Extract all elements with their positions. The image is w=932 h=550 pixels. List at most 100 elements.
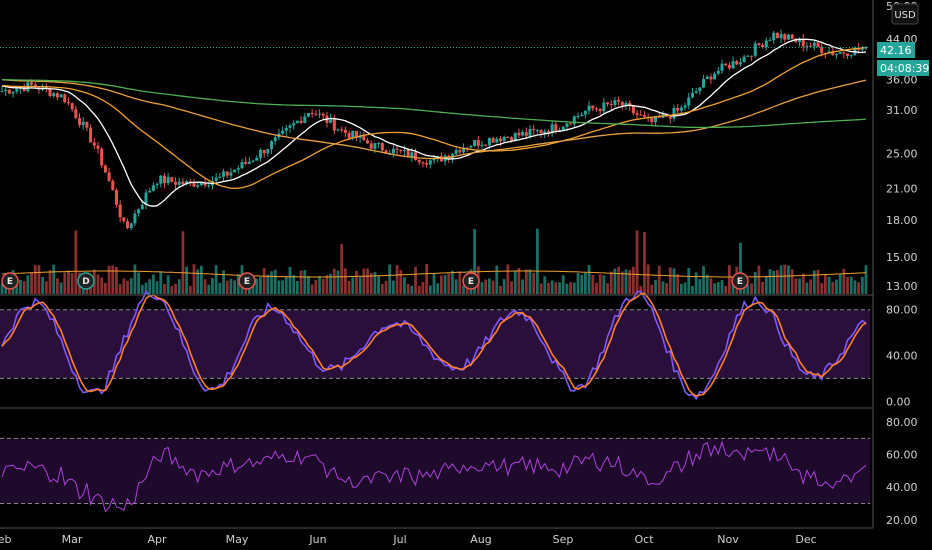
volume-bar — [188, 285, 192, 294]
volume-bar — [33, 265, 37, 294]
volume-bar — [547, 282, 550, 294]
x-tick-label: Oct — [634, 533, 654, 546]
candle-body — [343, 129, 347, 133]
candle-body — [458, 149, 462, 153]
candle-body — [849, 55, 853, 57]
candle-body — [683, 105, 687, 108]
candle-body — [498, 138, 502, 142]
volume-bar — [480, 282, 484, 294]
candle-body — [465, 147, 469, 149]
candle-body — [129, 223, 133, 229]
event-marker — [1, 272, 19, 290]
volume-bar — [55, 278, 59, 294]
volume-bar — [52, 264, 56, 294]
volume-bar — [170, 285, 174, 294]
candle-body — [716, 70, 720, 74]
volume-bar — [177, 279, 181, 294]
volume-bar — [853, 280, 857, 294]
volume-bar — [347, 280, 351, 294]
volume-bar — [702, 266, 705, 294]
candle-body — [41, 86, 45, 90]
volume-bar — [739, 242, 742, 294]
volume-bar — [432, 273, 436, 294]
candle-body — [406, 150, 410, 158]
candle-body — [838, 52, 842, 54]
candle-body — [561, 126, 565, 131]
countdown-tag-bg — [877, 60, 929, 76]
candle-body — [761, 45, 765, 48]
volume-bar — [388, 264, 392, 294]
currency-label[interactable]: USD — [894, 10, 916, 21]
volume-bar — [44, 281, 48, 294]
candle-body — [177, 181, 181, 185]
volume-bar — [166, 275, 170, 294]
ma-slow-line — [1, 79, 867, 160]
candle-body — [133, 213, 137, 224]
price-y-tick: 25.00 — [886, 147, 918, 160]
candle-body — [306, 113, 310, 117]
candle-body — [351, 130, 355, 139]
candle-body — [111, 180, 115, 190]
volume-bar — [654, 279, 657, 294]
volume-bar — [159, 271, 163, 294]
candle-body — [207, 185, 211, 187]
candle-body — [772, 32, 776, 41]
volume-bar — [218, 282, 222, 294]
volume-bar — [583, 272, 587, 294]
candle-body — [410, 152, 414, 158]
event-marker-label: E — [737, 277, 743, 287]
candle-body — [727, 65, 731, 69]
volume-bar — [332, 268, 336, 294]
volume-bar — [838, 274, 842, 294]
volume-bar — [550, 280, 554, 294]
volume-bar — [794, 278, 798, 294]
candle-body — [78, 118, 82, 126]
candle-body — [790, 34, 794, 39]
ma-mid-line — [1, 46, 867, 189]
volume-bar — [606, 283, 609, 294]
candle-body — [831, 51, 835, 55]
volume-bar — [842, 268, 846, 294]
candle-body — [258, 149, 262, 158]
volume-bar — [48, 270, 52, 294]
volume-bar — [561, 275, 565, 294]
candle-body — [565, 123, 569, 127]
volume-bar — [151, 274, 155, 294]
volume-bar — [524, 269, 528, 294]
candle-body — [809, 45, 813, 47]
candle-body — [140, 204, 144, 210]
candle-body — [432, 158, 436, 161]
volume-bar — [410, 285, 414, 294]
volume-bar — [355, 270, 358, 294]
candle-body — [606, 102, 610, 105]
candle-body — [347, 132, 351, 139]
price-y-tick: 36.00 — [886, 73, 918, 86]
candle-body — [295, 120, 299, 124]
volume-bar — [683, 282, 687, 294]
volume-bar — [835, 279, 838, 294]
volume-bar — [805, 282, 809, 294]
candle-body — [624, 102, 628, 106]
price-y-tick: 13.00 — [886, 280, 918, 293]
volume-bar — [484, 279, 488, 294]
candle-body — [7, 89, 11, 94]
price-y-tick: 18.00 — [886, 214, 918, 227]
candle-body — [510, 137, 514, 141]
stochastic-panel — [0, 290, 870, 401]
candle-body — [402, 150, 406, 152]
candle-body — [137, 209, 141, 214]
volume-bar — [115, 266, 118, 294]
event-marker-label: E — [244, 277, 250, 287]
volume-bar — [155, 281, 159, 294]
candle-body — [631, 106, 635, 114]
currency-button-box[interactable] — [891, 3, 919, 25]
volume-bar — [672, 268, 676, 294]
candle-body — [794, 38, 798, 43]
volume-bar — [199, 265, 203, 294]
x-tick-label: Nov — [717, 533, 739, 546]
volume-bar — [768, 269, 772, 294]
candle-body — [672, 107, 676, 119]
volume-bar — [211, 277, 214, 294]
volume-bar — [724, 285, 728, 294]
candle-body — [598, 108, 602, 112]
